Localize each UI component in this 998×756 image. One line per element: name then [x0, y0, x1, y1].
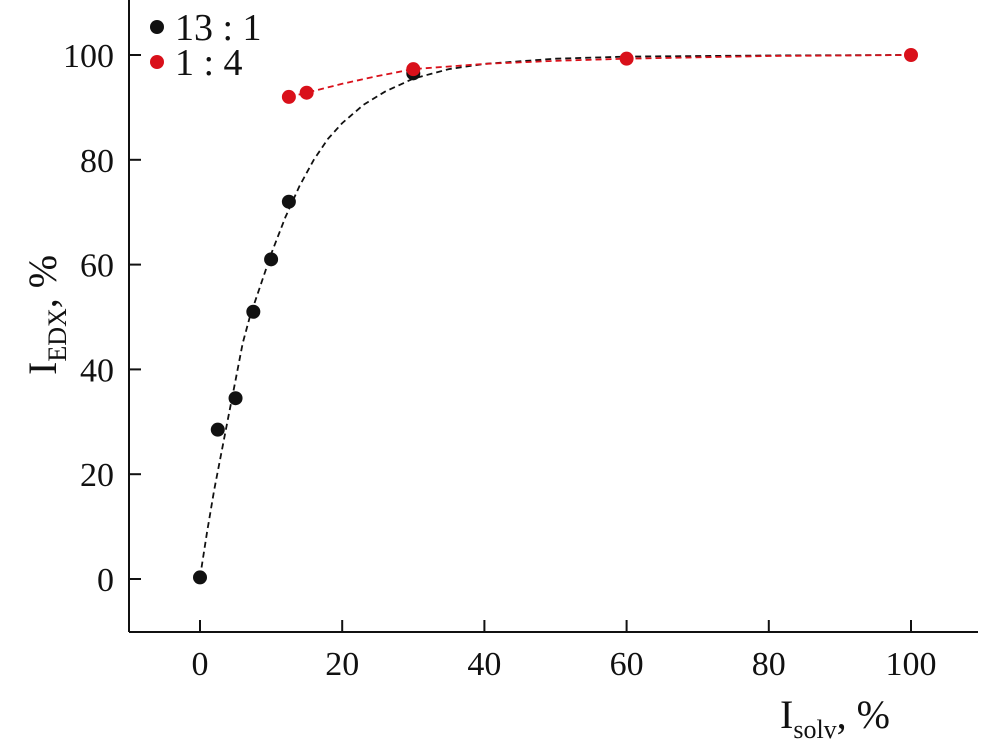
axes [128, 0, 978, 633]
point-series-0-2 [228, 391, 243, 406]
x-tick-label: 0 [192, 646, 209, 683]
legend-marker-1 [150, 55, 164, 69]
legend-item-1: 1 : 4 [150, 42, 243, 84]
x-tick-label: 100 [886, 646, 937, 683]
x-axis-title-sub: solv [793, 715, 836, 744]
y-tick-label: 100 [63, 38, 114, 75]
y-axis-title-sub: EDX [43, 308, 72, 362]
y-tick-label: 80 [80, 143, 114, 180]
legend-label-1: 1 : 4 [175, 42, 243, 84]
legend-marker-0 [150, 20, 164, 34]
x-axis-title-suffix: , % [837, 692, 890, 737]
legend: 13 : 1 1 : 4 [150, 7, 262, 84]
y-tick-label: 20 [80, 457, 114, 494]
point-series-0-4 [264, 252, 279, 267]
fit-curves [199, 54, 912, 578]
y-axis-title-suffix: , % [20, 255, 65, 308]
point-series-1-2 [406, 62, 421, 77]
x-tick-label: 40 [467, 646, 501, 683]
legend-label-0: 13 : 1 [175, 7, 262, 49]
y-tick-label: 40 [80, 352, 114, 389]
point-series-0-5 [281, 194, 296, 209]
point-series-0-3 [246, 304, 261, 319]
x-tick-label: 20 [325, 646, 359, 683]
point-series-1-1 [299, 85, 314, 100]
y-axis-title-main: I [20, 362, 65, 375]
fit-curve-series-0 [199, 54, 912, 578]
x-tick-label: 80 [752, 646, 786, 683]
point-series-1-4 [904, 48, 918, 62]
point-series-0-1 [210, 422, 225, 437]
point-series-1-3 [619, 51, 634, 66]
x-ticks: 0 20 40 60 80 100 [192, 620, 937, 683]
legend-item-0: 13 : 1 [150, 7, 262, 49]
x-tick-label: 60 [610, 646, 644, 683]
y-tick-label: 0 [97, 562, 114, 599]
point-series-0-0 [193, 570, 207, 585]
x-axis-title: Isolv, % [780, 692, 890, 744]
x-axis-title-main: I [780, 692, 793, 737]
point-series-1-0 [281, 89, 296, 104]
data-points [193, 48, 918, 585]
y-tick-label: 60 [80, 248, 114, 285]
y-axis-title: IEDX, % [20, 255, 72, 375]
fit-curve-series-1 [288, 54, 912, 98]
y-ticks: 0 20 40 60 80 100 [63, 38, 141, 599]
